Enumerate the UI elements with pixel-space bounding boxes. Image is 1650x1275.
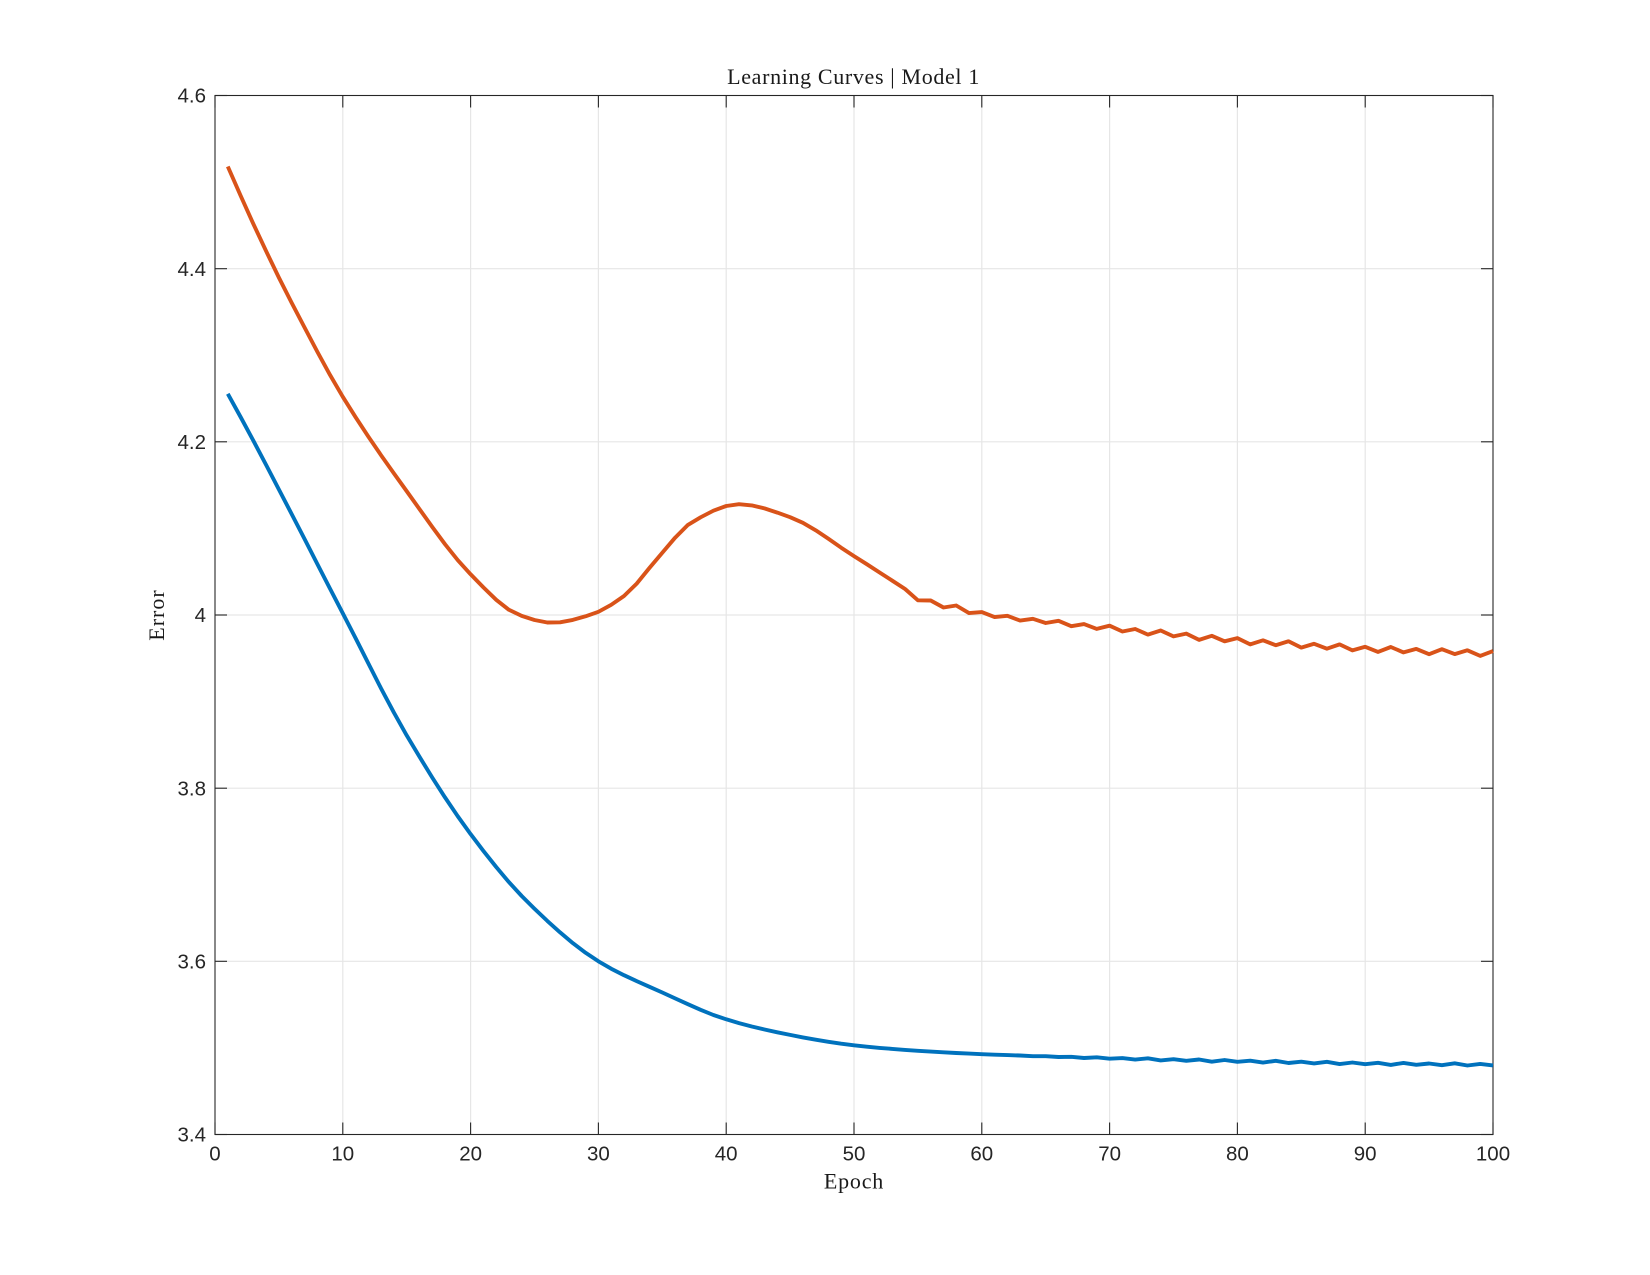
svg-text:40: 40 bbox=[715, 1143, 738, 1166]
svg-text:3.8: 3.8 bbox=[178, 777, 207, 800]
svg-text:100: 100 bbox=[1476, 1143, 1510, 1166]
svg-text:3.4: 3.4 bbox=[178, 1124, 207, 1147]
svg-text:10: 10 bbox=[331, 1143, 354, 1166]
svg-text:Error: Error bbox=[144, 589, 169, 640]
svg-text:70: 70 bbox=[1098, 1143, 1121, 1166]
svg-text:90: 90 bbox=[1354, 1143, 1377, 1166]
svg-text:3.6: 3.6 bbox=[178, 951, 207, 974]
svg-text:4.4: 4.4 bbox=[178, 258, 207, 281]
svg-text:4: 4 bbox=[195, 604, 206, 627]
svg-text:Epoch: Epoch bbox=[824, 1169, 884, 1194]
svg-text:Learning Curves | Model 1: Learning Curves | Model 1 bbox=[727, 64, 980, 89]
svg-text:4.2: 4.2 bbox=[178, 431, 207, 454]
svg-text:60: 60 bbox=[970, 1143, 993, 1166]
svg-text:4.6: 4.6 bbox=[178, 85, 207, 108]
svg-text:30: 30 bbox=[587, 1143, 610, 1166]
svg-text:0: 0 bbox=[209, 1143, 220, 1166]
svg-text:20: 20 bbox=[459, 1143, 482, 1166]
svg-text:80: 80 bbox=[1226, 1143, 1249, 1166]
svg-text:50: 50 bbox=[843, 1143, 866, 1166]
